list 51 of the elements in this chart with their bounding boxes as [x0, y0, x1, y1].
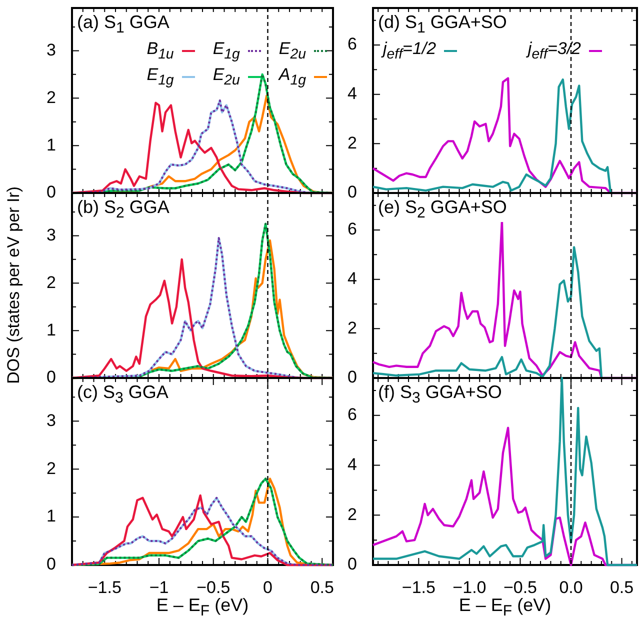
x-tick-label: 0.5 — [310, 578, 334, 597]
x-tick-label: −1 — [149, 578, 169, 597]
x-axis-title: E – E$_{F}$ (eV) — [458, 595, 552, 620]
y-tick-label: 0 — [46, 368, 56, 387]
legend-label: j$_{eff}$=1/2 — [383, 38, 436, 64]
chart-title: (a) S$_{1}$ GGA — [75, 12, 172, 37]
x-tick-label: −1.0 — [452, 578, 486, 597]
y-tick-label: 0 — [46, 554, 56, 574]
legend-label: E$_{1g}$ — [212, 38, 240, 64]
y-tick-label: 0 — [46, 182, 56, 202]
y-tick-label: 3 — [46, 410, 56, 430]
y-tick-label: 4 — [348, 454, 357, 474]
y-tick-label: 1 — [46, 135, 56, 154]
y-tick-label: 2 — [348, 318, 357, 338]
y-tick-label: 2 — [46, 272, 56, 292]
chart-title: (f) S$_{3}$ GGA+SO — [376, 382, 504, 407]
y-tick-label: 1 — [46, 320, 56, 340]
y-tick-label: 0 — [348, 554, 357, 574]
chart-title: (d) S$_{1}$ GGA+SO — [376, 12, 509, 37]
y-tick-label: 4 — [348, 84, 357, 104]
y-tick-label: 4 — [348, 269, 357, 288]
y-tick-label: 6 — [348, 34, 357, 54]
x-tick-label: 0.5 — [610, 578, 634, 597]
x-tick-label: 0.0 — [559, 578, 583, 597]
chart-title: (e) S$_{2}$ GGA+SO — [376, 197, 509, 222]
y-tick-label: 2 — [46, 88, 56, 107]
y-tick-label: 6 — [348, 220, 357, 239]
y-tick-label: 2 — [348, 504, 357, 524]
y-tick-label: 2 — [348, 133, 357, 152]
legend-label: E$_{1g}$ — [146, 64, 174, 90]
y-tick-label: 3 — [46, 225, 56, 244]
legend-label: B$_{1u}$ — [146, 38, 174, 64]
legend-label: E$_{2u}$ — [278, 38, 306, 64]
x-tick-label: −1.5 — [402, 578, 436, 597]
legend-label: A$_{1g}$ — [278, 64, 306, 90]
x-axis-title: E – E$_{F}$ (eV) — [156, 595, 249, 620]
x-tick-label: −1.5 — [88, 578, 122, 597]
y-tick-label: 0 — [348, 368, 357, 387]
y-tick-label: 3 — [46, 40, 56, 60]
y-axis-title: DOS (states per eV per Ir) — [4, 184, 24, 386]
y-tick-label: 1 — [46, 506, 56, 526]
x-tick-label: 0 — [263, 578, 272, 597]
legend-label: E$_{2u}$ — [212, 64, 240, 90]
y-tick-label: 0 — [348, 182, 357, 202]
x-tick-label: −0.5 — [503, 578, 538, 597]
chart-title: (b) S$_{2}$ GGA — [75, 197, 172, 222]
y-tick-label: 2 — [46, 458, 56, 478]
y-tick-label: 6 — [348, 405, 357, 424]
legend-label: j$_{eff}$=3/2 — [528, 38, 581, 64]
chart-title: (c) S$_{3}$ GGA — [75, 382, 170, 407]
x-tick-label: −0.5 — [196, 578, 230, 597]
